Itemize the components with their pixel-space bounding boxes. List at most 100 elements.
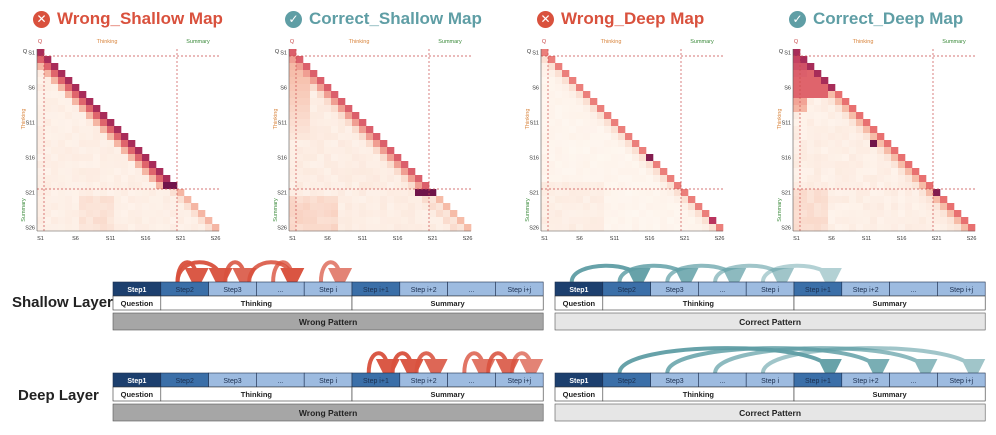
pattern-label: Wrong Pattern <box>299 408 357 418</box>
heatmap-cell <box>44 224 52 232</box>
heatmap-cell <box>625 224 633 232</box>
heatmap-cell <box>695 203 703 211</box>
heatmap-cell <box>401 175 409 183</box>
heatmap-cell <box>142 189 150 197</box>
heatmap-cell <box>303 224 311 232</box>
heatmap-cell <box>44 161 52 169</box>
heatmap-cell <box>940 196 948 204</box>
x-tick-label: S1 <box>793 236 800 242</box>
heatmap-cell <box>800 182 808 190</box>
heatmap-cell <box>835 147 843 155</box>
region-label-summary-y: Summary <box>525 198 531 222</box>
heatmap-cell <box>107 119 115 127</box>
heatmap-cell <box>177 210 185 218</box>
heatmap-cell <box>387 182 395 190</box>
heatmap-cell <box>324 133 332 141</box>
heatmap-cell <box>625 203 633 211</box>
heatmap-cell <box>562 91 570 99</box>
heatmap-cell <box>863 119 871 127</box>
heatmap-cell <box>310 175 318 183</box>
heatmap-cell <box>562 133 570 141</box>
heatmap-cell <box>289 119 297 127</box>
heatmap-cell <box>135 217 143 225</box>
y-tick-label: S6 <box>280 86 287 92</box>
heatmap-cell <box>100 210 108 218</box>
heatmap-cell <box>814 70 822 78</box>
heatmap-cell <box>674 210 682 218</box>
heatmap-cell <box>380 210 388 218</box>
region-label-q-y: Q <box>527 49 532 55</box>
section-label: Question <box>121 390 154 399</box>
heatmap-cell <box>51 203 59 211</box>
heatmap-cell <box>639 175 647 183</box>
heatmap-cell <box>163 203 171 211</box>
heatmap-cell <box>611 196 619 204</box>
region-label-thinking: Thinking <box>853 39 874 45</box>
heatmap-cell <box>37 140 45 148</box>
heatmap-cell <box>807 119 815 127</box>
heatmap-cell <box>905 161 913 169</box>
heatmap-cell <box>128 154 136 162</box>
heatmap-cell <box>352 217 360 225</box>
heatmap-cell <box>86 154 94 162</box>
heatmap-cell <box>51 196 59 204</box>
x-tick-label: S11 <box>610 236 619 242</box>
heatmap-cell <box>373 175 381 183</box>
heatmap-cell <box>79 147 87 155</box>
heatmap-cell <box>345 189 353 197</box>
x-tick-label: S21 <box>932 236 942 242</box>
heatmap-cell <box>835 140 843 148</box>
heatmap-cell <box>184 224 192 232</box>
heatmap-cell <box>149 175 157 183</box>
heatmap-cell <box>51 168 59 176</box>
heatmap-cell <box>849 175 857 183</box>
heatmap-cell <box>331 210 339 218</box>
heatmap-cell <box>317 217 325 225</box>
heatmap-cell <box>800 140 808 148</box>
region-label-thinking-y: Thinking <box>273 109 279 130</box>
heatmap-cell <box>569 126 577 134</box>
heatmap-cell <box>541 189 549 197</box>
heatmap-cell <box>807 224 815 232</box>
y-tick-label: S21 <box>529 191 539 197</box>
heatmap-cell <box>793 77 801 85</box>
heatmap-cell <box>205 224 213 232</box>
heatmap-cell <box>65 217 73 225</box>
heatmap-cell <box>289 224 297 232</box>
heatmap-cell <box>604 182 612 190</box>
heatmap-cell <box>884 196 892 204</box>
heatmap-cell <box>86 182 94 190</box>
heatmap-cell <box>947 217 955 225</box>
heatmap-cell <box>555 70 563 78</box>
heatmap-cell <box>37 70 45 78</box>
heatmap-cell <box>548 105 556 113</box>
heatmap-cell <box>156 175 164 183</box>
heatmap-cell <box>814 126 822 134</box>
heatmap-cell <box>443 203 451 211</box>
heatmap-cell <box>142 217 150 225</box>
heatmap-cell <box>65 133 73 141</box>
heatmap-cell <box>590 175 598 183</box>
heatmap-cell <box>877 224 885 232</box>
heatmap-cell <box>814 182 822 190</box>
step-label: ... <box>277 287 283 294</box>
pattern-label: Wrong Pattern <box>299 317 357 327</box>
heatmap-cell <box>618 217 626 225</box>
step-label: Step i <box>319 378 337 385</box>
heatmap-cell <box>821 224 829 232</box>
heatmap-cell <box>51 91 59 99</box>
heatmap-cell <box>590 168 598 176</box>
region-label-summary: Summary <box>438 39 462 45</box>
heatmap-cell <box>93 224 101 232</box>
heatmap-cell <box>324 98 332 106</box>
heatmap-cell <box>289 168 297 176</box>
heatmap-cell <box>660 203 668 211</box>
heatmap-cell <box>793 182 801 190</box>
heatmap-cell <box>93 161 101 169</box>
heatmap-cell <box>590 112 598 120</box>
heatmap-cell <box>289 63 297 71</box>
step-diagram-shallow-wrong: Step1 Step2 Step3... Step i Step i+1 Step i+2… <box>112 260 544 331</box>
heatmap-cell <box>548 84 556 92</box>
heatmap-cell <box>310 203 318 211</box>
heatmap-cell <box>646 168 654 176</box>
